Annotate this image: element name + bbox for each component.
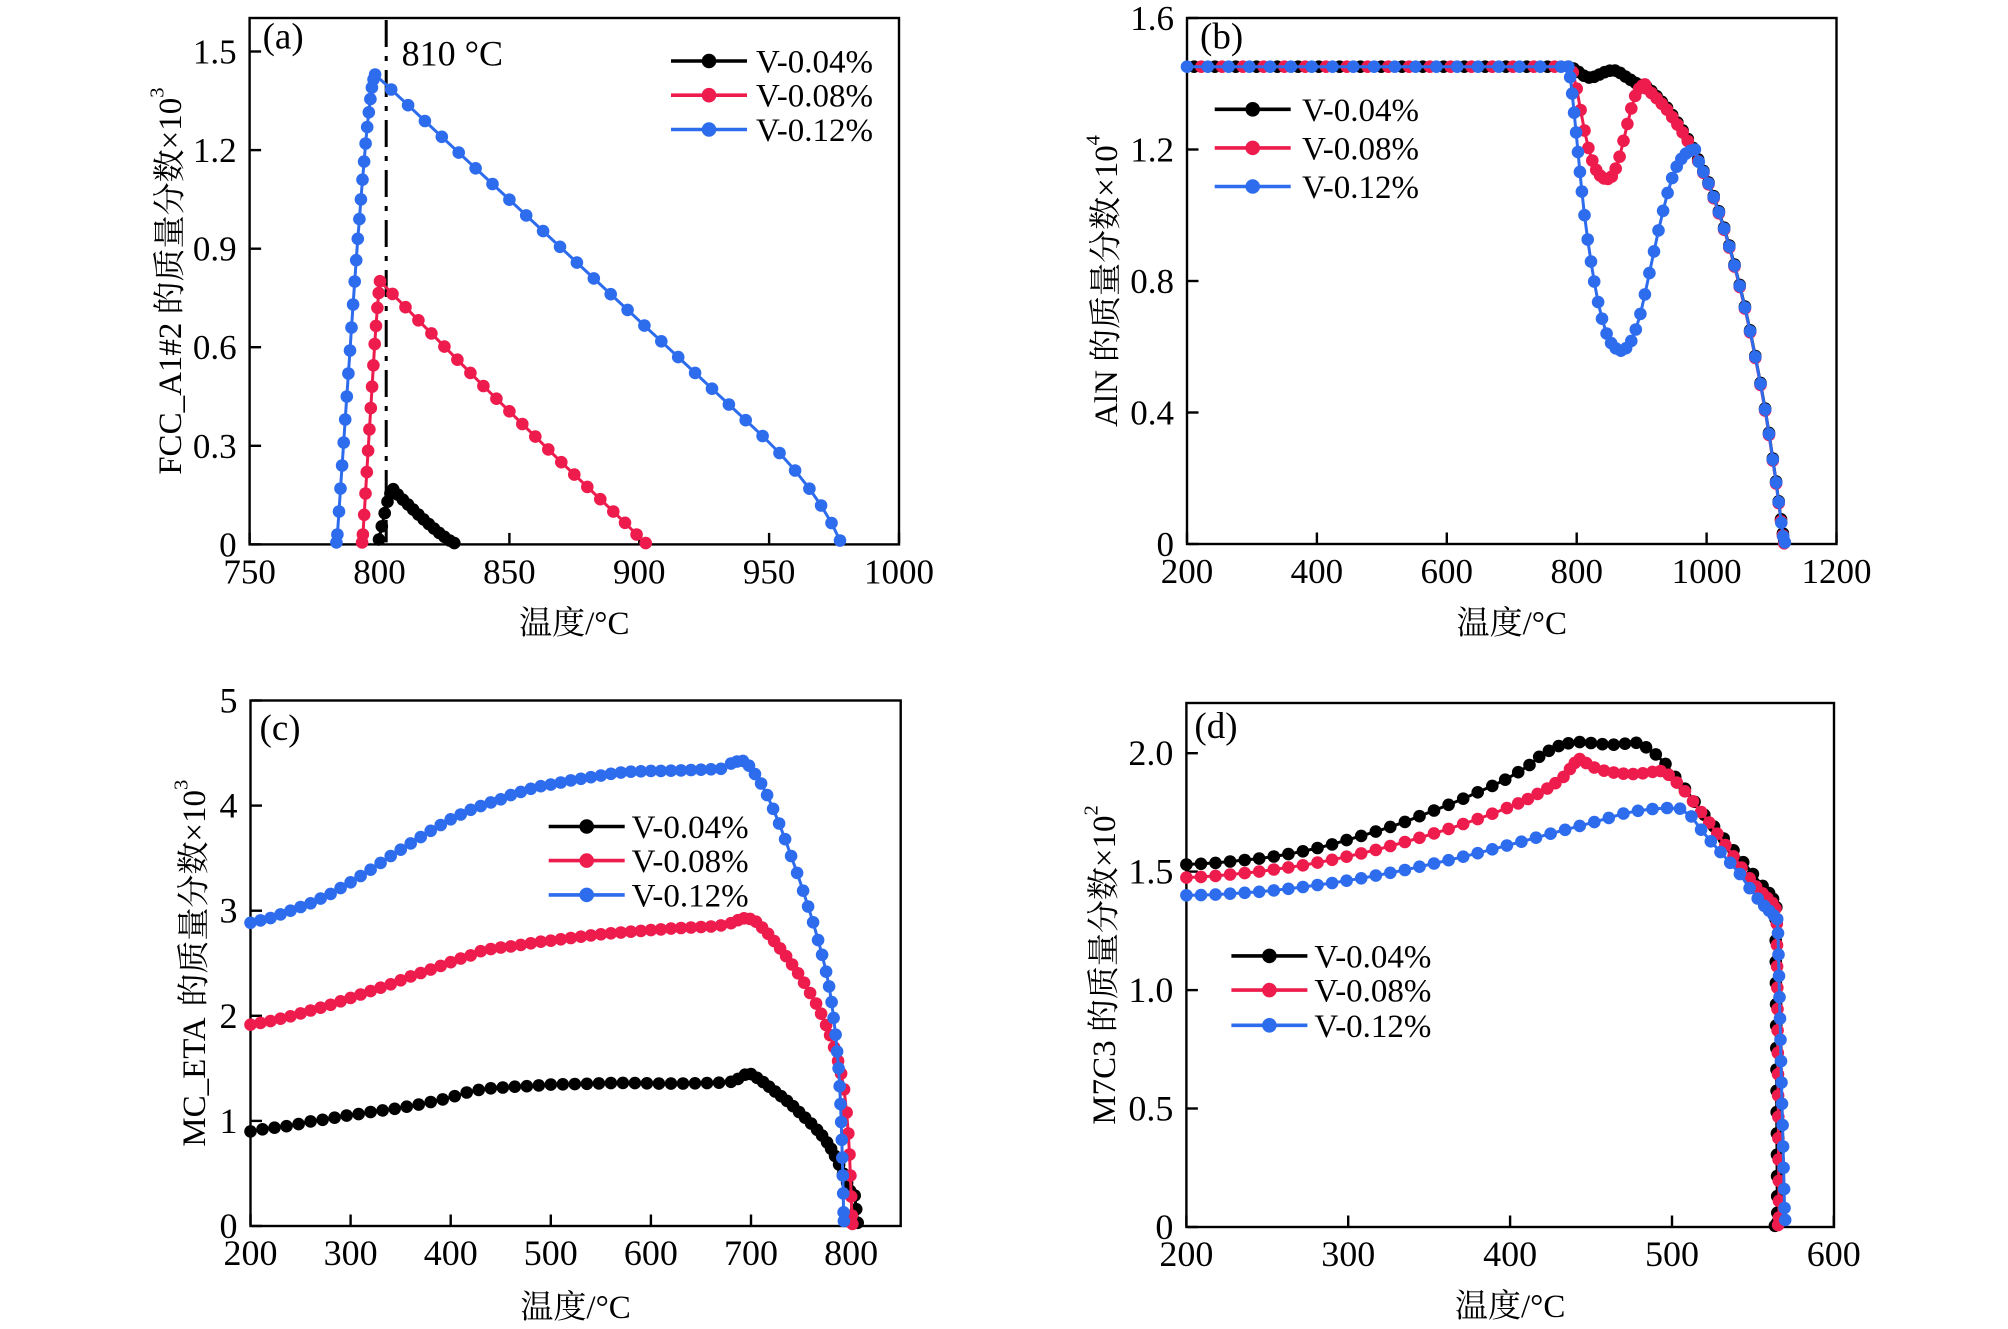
svg-text:700: 700 — [724, 1233, 778, 1273]
svg-text:400: 400 — [1483, 1234, 1537, 1274]
svg-text:AlN: AlN — [1089, 370, 1125, 427]
svg-text:810 °C: 810 °C — [402, 34, 503, 74]
svg-text:0.5: 0.5 — [1128, 1089, 1173, 1129]
svg-text:1: 1 — [220, 1101, 238, 1141]
svg-text:500: 500 — [1645, 1234, 1699, 1274]
svg-text:0: 0 — [1155, 1207, 1173, 1247]
svg-text:3: 3 — [171, 780, 193, 790]
svg-text:V-0.04%: V-0.04% — [756, 45, 873, 81]
svg-text:300: 300 — [1321, 1234, 1375, 1274]
svg-text:900: 900 — [613, 552, 666, 591]
svg-text:1.6: 1.6 — [1130, 0, 1174, 38]
svg-text:0.8: 0.8 — [1130, 262, 1174, 301]
svg-text:(c): (c) — [260, 708, 301, 749]
svg-text:3: 3 — [147, 88, 169, 98]
svg-text:4: 4 — [1083, 135, 1105, 145]
svg-text:×10: ×10 — [1087, 815, 1123, 867]
svg-text:800: 800 — [824, 1233, 878, 1273]
svg-text:/°C: /°C — [1523, 606, 1567, 642]
svg-text:2: 2 — [1081, 805, 1103, 815]
svg-text:1.5: 1.5 — [1128, 852, 1173, 892]
svg-text:950: 950 — [743, 552, 796, 591]
svg-text:V-0.08%: V-0.08% — [1302, 131, 1419, 167]
svg-text:600: 600 — [1421, 552, 1474, 591]
svg-text:1000: 1000 — [864, 552, 934, 591]
svg-text:800: 800 — [353, 552, 406, 591]
svg-text:(d): (d) — [1194, 706, 1237, 747]
svg-text:MC_ETA: MC_ETA — [177, 1017, 213, 1147]
svg-text:1000: 1000 — [1672, 552, 1742, 591]
svg-text:400: 400 — [424, 1233, 478, 1273]
svg-text:5: 5 — [220, 681, 238, 721]
svg-text:V-0.12%: V-0.12% — [632, 878, 749, 914]
svg-text:0.4: 0.4 — [1130, 394, 1174, 433]
svg-text:M7C3: M7C3 — [1087, 1040, 1123, 1124]
svg-text:2: 2 — [220, 996, 238, 1036]
svg-text:600: 600 — [1807, 1234, 1861, 1274]
svg-text:850: 850 — [483, 552, 536, 591]
svg-text:V-0.04%: V-0.04% — [1302, 93, 1419, 129]
svg-text:1.2: 1.2 — [193, 131, 237, 170]
svg-text:/°C: /°C — [586, 1290, 630, 1326]
svg-text:1.2: 1.2 — [1130, 131, 1174, 170]
svg-text:0: 0 — [1157, 525, 1175, 564]
svg-text:(a): (a) — [263, 17, 304, 58]
svg-text:V-0.12%: V-0.12% — [1302, 170, 1419, 206]
svg-text:/°C: /°C — [1521, 1289, 1565, 1325]
svg-text:4: 4 — [220, 786, 238, 826]
svg-text:3: 3 — [220, 891, 238, 931]
svg-text:V-0.12%: V-0.12% — [756, 113, 873, 149]
svg-text:800: 800 — [1550, 552, 1603, 591]
svg-text:200: 200 — [1159, 1234, 1213, 1274]
svg-text:2.0: 2.0 — [1128, 733, 1173, 773]
svg-text:200: 200 — [1161, 552, 1214, 591]
svg-text:/°C: /°C — [585, 606, 629, 642]
svg-text:1200: 1200 — [1802, 552, 1872, 591]
svg-text:0: 0 — [219, 525, 237, 564]
svg-text:0.6: 0.6 — [193, 328, 237, 367]
svg-text:V-0.04%: V-0.04% — [1314, 939, 1431, 975]
svg-text:V-0.08%: V-0.08% — [632, 844, 749, 880]
svg-text:V-0.08%: V-0.08% — [756, 79, 873, 115]
svg-text:V-0.12%: V-0.12% — [1314, 1009, 1431, 1045]
svg-text:200: 200 — [224, 1233, 278, 1273]
svg-text:500: 500 — [524, 1233, 578, 1273]
svg-text:0.9: 0.9 — [193, 230, 237, 269]
svg-text:V-0.04%: V-0.04% — [632, 810, 749, 846]
svg-text:300: 300 — [324, 1233, 378, 1273]
svg-text:0: 0 — [220, 1206, 238, 1246]
svg-text:FCC_A1#2: FCC_A1#2 — [153, 323, 189, 475]
svg-text:×10: ×10 — [177, 790, 213, 842]
svg-text:0.3: 0.3 — [193, 427, 237, 466]
svg-text:×10: ×10 — [1089, 145, 1125, 197]
svg-text:V-0.08%: V-0.08% — [1314, 974, 1431, 1010]
svg-text:750: 750 — [223, 552, 276, 591]
svg-text:600: 600 — [624, 1233, 678, 1273]
svg-text:1.0: 1.0 — [1128, 970, 1173, 1010]
svg-text:(b): (b) — [1200, 17, 1243, 58]
svg-text:1.5: 1.5 — [193, 33, 237, 72]
svg-text:400: 400 — [1291, 552, 1344, 591]
svg-text:×10: ×10 — [153, 98, 189, 150]
